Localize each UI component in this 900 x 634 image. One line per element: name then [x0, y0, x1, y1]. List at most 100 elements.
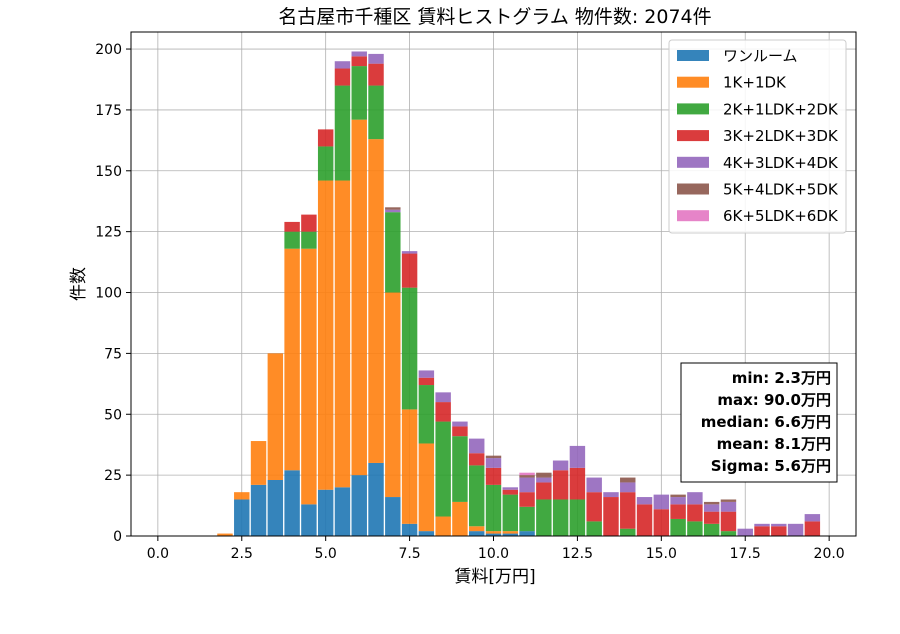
bar-segment-series-2: [720, 531, 737, 536]
bar-segment-series-5: [519, 475, 535, 478]
stats-line: max: 90.0万円: [717, 391, 831, 409]
bar-segment-series-5: [670, 494, 686, 498]
bar-segment-series-4: [636, 497, 653, 505]
y-tick-label: 25: [104, 468, 122, 484]
bar-segment-series-0: [301, 504, 317, 536]
bar-segment-series-3: [334, 68, 351, 86]
bar-segment-series-1: [435, 516, 451, 536]
bar-segment-series-3: [418, 377, 435, 386]
bar-segment-series-3: [754, 526, 770, 536]
bar-segment-series-2: [435, 421, 451, 517]
bar-segment-series-4: [569, 445, 586, 468]
bar-segment-series-1: [284, 248, 300, 471]
bar-segment-series-3: [368, 63, 384, 86]
legend-label: 1K+1DK: [723, 74, 787, 92]
bar-segment-series-4: [771, 523, 787, 527]
bar-segment-series-3: [670, 504, 686, 519]
stats-line: median: 6.6万円: [701, 413, 831, 431]
bar-segment-series-4: [385, 209, 401, 213]
bar-segment-series-0: [385, 497, 401, 536]
x-tick-label: 0.0: [147, 546, 169, 562]
bar-segment-series-4: [435, 392, 451, 403]
bar-segment-series-2: [368, 85, 384, 140]
ticks-layer: 0.0 2.5 5.0 7.5 10.0 12.5 15.0 17.5 20.0 0 25 50 75 1…: [95, 42, 844, 562]
bar-segment-series-3: [536, 482, 552, 500]
bar-segment-series-4: [552, 460, 569, 471]
bar-segment-series-4: [334, 61, 351, 69]
bar-segment-series-1: [250, 441, 267, 485]
y-axis-label: 件数: [69, 267, 89, 301]
x-tick-label: 15.0: [646, 546, 677, 562]
bar-segment-series-3: [653, 509, 670, 536]
x-tick-label: 5.0: [315, 546, 337, 562]
bar-segment-series-0: [468, 531, 485, 536]
bar-segment-series-2: [351, 66, 367, 120]
bar-segment-series-4: [720, 501, 737, 512]
bar-segment-series-2: [401, 287, 418, 410]
bar-segment-series-2: [502, 494, 519, 532]
x-tick-label: 20.0: [814, 546, 845, 562]
legend-label: 6K+5LDK+6DK: [723, 207, 839, 225]
bar-segment-series-0: [519, 531, 535, 536]
bar-segment-series-2: [620, 528, 636, 536]
legend-swatch: [677, 50, 709, 61]
bar-segment-series-3: [569, 467, 586, 500]
bar-segment-series-4: [452, 421, 468, 427]
bar-segment-series-2: [687, 521, 703, 536]
bar-segment-series-2: [552, 499, 569, 536]
bar-segment-series-0: [250, 484, 267, 536]
bar-segment-series-5: [485, 455, 502, 459]
bar-segment-series-3: [552, 470, 569, 500]
bar-segment-series-1: [418, 443, 435, 532]
bar-segment-series-1: [452, 501, 468, 536]
bar-segment-series-3: [804, 521, 821, 536]
bar-segment-series-1: [234, 492, 250, 500]
bar-segment-series-3: [519, 492, 535, 507]
bar-segment-series-2: [385, 212, 401, 293]
bar-segment-series-1: [485, 531, 502, 534]
bar-segment-series-4: [670, 497, 686, 505]
bar-segment-series-4: [653, 494, 670, 510]
bar-segment-series-4: [502, 487, 519, 490]
bar-segment-series-1: [217, 533, 233, 536]
bar-segment-series-4: [703, 504, 720, 512]
bar-segment-series-4: [418, 370, 435, 378]
stats-line: min: 2.3万円: [732, 369, 831, 387]
bar-segment-series-0: [368, 462, 384, 536]
bar-segment-series-3: [620, 492, 636, 529]
x-tick-label: 7.5: [398, 546, 420, 562]
bar-segment-series-4: [351, 51, 367, 57]
bar-segment-series-5: [703, 501, 720, 505]
x-axis-label: 賃料[万円]: [454, 567, 535, 587]
bar-segment-series-5: [536, 472, 552, 478]
bar-segment-series-4: [687, 492, 703, 505]
legend-swatch: [677, 130, 709, 142]
bar-segment-series-4: [368, 53, 384, 64]
bar-segment-series-3: [435, 402, 451, 422]
legend-frame: [668, 39, 847, 234]
legend-swatch: [677, 210, 709, 222]
stats-line: Sigma: 5.6万円: [711, 457, 831, 475]
bar-segment-series-1: [401, 409, 418, 524]
bar-segment-series-2: [317, 146, 334, 181]
bar-segment-series-5: [385, 207, 401, 210]
bar-segment-series-0: [267, 480, 284, 536]
legend-label: 5K+4LDK+5DK: [723, 181, 839, 199]
legend: ワンルーム 1K+1DK 2K+1LDK+2DK 3K+2LDK+3DK 4K+3LDK…: [668, 39, 847, 234]
stats-line: mean: 8.1万円: [717, 435, 831, 453]
bar-segment-series-3: [720, 511, 737, 532]
bar-segment-series-3: [771, 526, 787, 536]
bar-segment-series-3: [452, 426, 468, 437]
y-tick-label: 0: [113, 529, 122, 545]
bar-segment-series-1: [468, 526, 485, 532]
bar-segment-series-4: [586, 477, 602, 493]
bar-segment-series-1: [368, 139, 384, 463]
bar-segment-series-2: [670, 518, 686, 536]
bar-segment-series-4: [401, 251, 418, 254]
bar-segment-series-4: [620, 482, 636, 493]
bar-segment-series-3: [401, 253, 418, 288]
x-tick-label: 10.0: [478, 546, 509, 562]
legend-swatch: [677, 103, 709, 115]
y-tick-label: 150: [95, 164, 122, 180]
